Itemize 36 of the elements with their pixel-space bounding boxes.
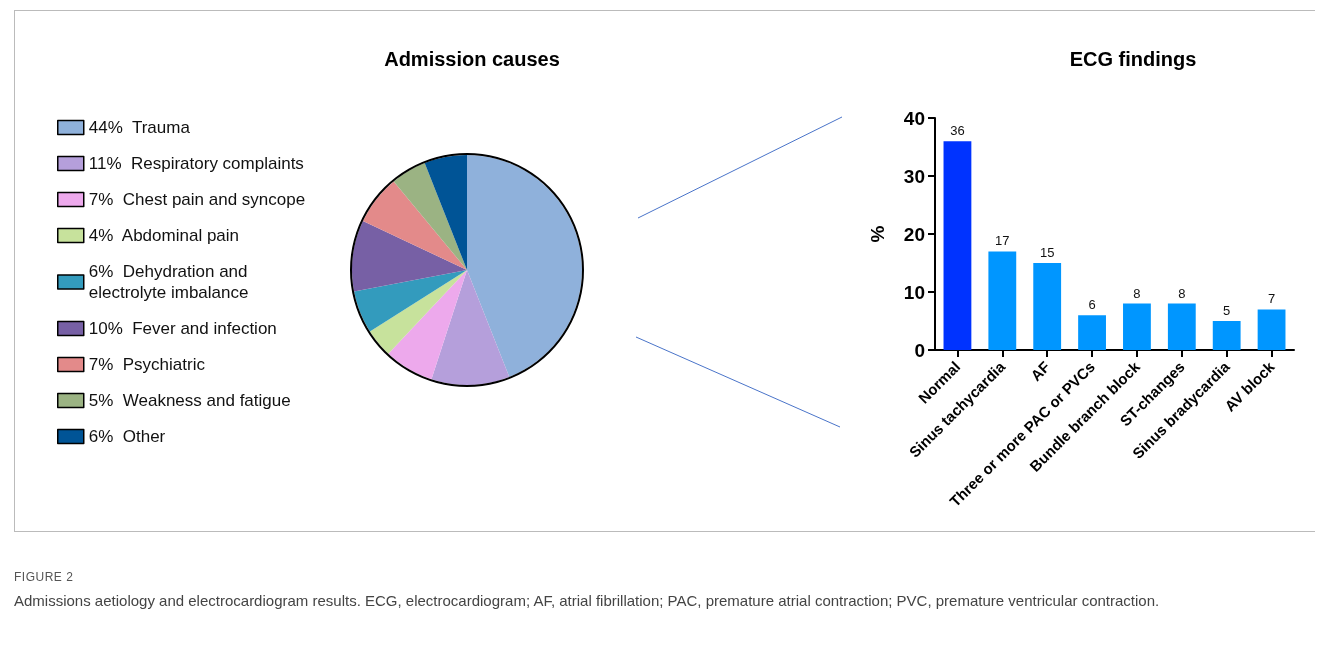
y-axis-title: % (867, 225, 888, 243)
legend-label: 4% Abdominal pain (88, 226, 240, 245)
data-label: 6 (1088, 297, 1096, 313)
bar (988, 251, 1017, 350)
y-tick-label: 0 (914, 339, 925, 361)
y-tick-label: 40 (903, 107, 925, 129)
legend-label: 6% Other (88, 427, 166, 446)
y-tick-label: 30 (903, 165, 925, 187)
data-label: 17 (995, 233, 1010, 249)
legend-label: 5% Weakness and fatigue (88, 391, 291, 410)
bar (1212, 321, 1241, 350)
data-label: 7 (1267, 291, 1276, 307)
legend-label: 7% Psychiatric (88, 355, 206, 374)
legend-label: 11% Respiratory complaints (88, 154, 304, 173)
bar (943, 141, 972, 350)
data-label: 15 (1039, 245, 1055, 260)
y-tick-label: 10 (903, 281, 925, 303)
bar (1033, 263, 1062, 350)
bar (1167, 303, 1196, 350)
data-label: 5 (1223, 303, 1231, 318)
bar (1123, 303, 1151, 350)
legend-label: 7% Chest pain and syncope (88, 190, 306, 209)
legend-label: 10% Fever and infection (88, 319, 277, 338)
x-tick-label: AF (1027, 357, 1054, 385)
bar (1257, 309, 1286, 350)
caption: FIGURE 2 (14, 569, 75, 586)
bar (1078, 315, 1106, 350)
data-label: 36 (950, 123, 965, 139)
text: Admissions aetiology and electrocardiogram results. ECG, electrocardiogram; AF, atrial fibrillation; PAC, premature atrial contraction; PVC, premature ventricular contraction. (14, 591, 1161, 611)
chart-title: Admission causes (384, 48, 560, 70)
legend-label: 44% Trauma (88, 118, 191, 137)
data-label: 8 (1133, 285, 1141, 301)
data-label: 8 (1178, 285, 1186, 301)
y-tick-label: 20 (903, 223, 925, 245)
legend-label: 6% Dehydration and electrolyte imbalance (88, 262, 253, 302)
chart-title: ECG findings (1069, 48, 1197, 70)
